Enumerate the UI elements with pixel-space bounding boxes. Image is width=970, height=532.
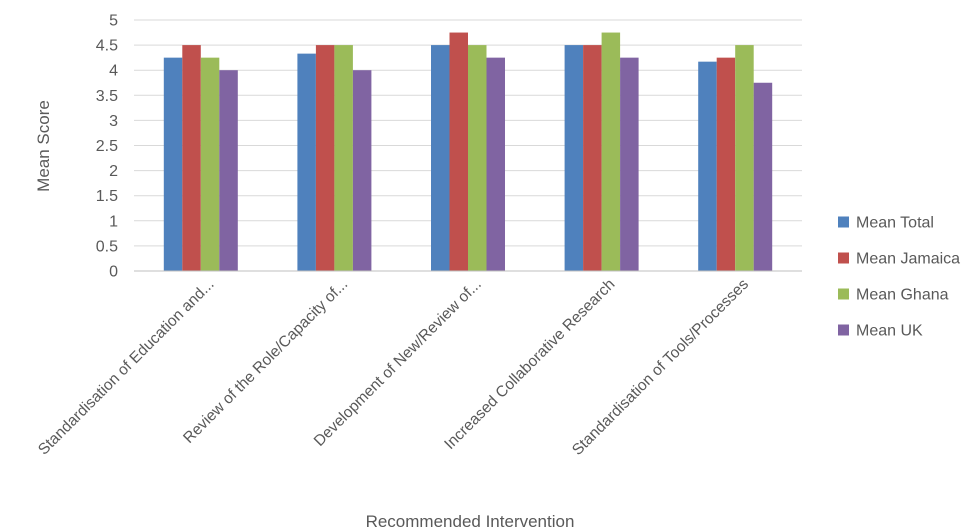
bar	[297, 53, 316, 271]
bar	[486, 57, 505, 272]
legend-swatch	[838, 288, 849, 300]
bar	[735, 45, 754, 271]
legend-swatch	[838, 216, 849, 228]
bar	[564, 45, 584, 271]
y-tick-label: 1.5	[96, 188, 118, 205]
bars	[163, 32, 773, 272]
bar	[449, 32, 468, 271]
y-tick-label: 4	[109, 63, 118, 80]
legend-label: Mean UK	[856, 323, 923, 340]
bar	[315, 45, 335, 271]
y-tick-label: 2	[109, 163, 118, 180]
y-axis-title: Mean Score	[34, 100, 53, 192]
bar	[753, 82, 773, 271]
bar	[163, 57, 183, 272]
y-tick-label: 0	[109, 264, 118, 281]
y-tick-label: 1	[109, 213, 118, 230]
bar	[352, 70, 372, 271]
y-tick-label: 3.5	[96, 88, 118, 105]
y-tick-label: 4.5	[96, 38, 118, 55]
bar	[620, 57, 639, 272]
bar	[182, 45, 201, 271]
y-tick-label: 5	[109, 13, 118, 30]
legend-swatch	[838, 324, 849, 336]
legend: Mean Total Mean Jamaica Mean Ghana Mean UK	[838, 215, 960, 340]
bar	[431, 45, 450, 271]
bar	[583, 45, 602, 271]
legend-label: Mean Ghana	[856, 287, 949, 304]
legend-swatch	[838, 252, 849, 264]
legend-label: Mean Jamaica	[856, 251, 960, 268]
bar	[468, 45, 487, 271]
x-axis-title: Recommended Intervention	[366, 512, 575, 531]
legend-label: Mean Total	[856, 215, 934, 232]
bar	[334, 45, 353, 271]
bar	[716, 57, 736, 272]
bar	[219, 70, 238, 271]
x-tick-label: Review of the Role/Capacity of...	[180, 276, 351, 447]
bar	[200, 57, 220, 272]
bar	[698, 61, 717, 271]
bar	[601, 32, 621, 271]
y-tick-label: 3	[109, 113, 118, 130]
y-tick-label: 0.5	[96, 238, 118, 255]
y-tick-label: 2.5	[96, 138, 118, 155]
